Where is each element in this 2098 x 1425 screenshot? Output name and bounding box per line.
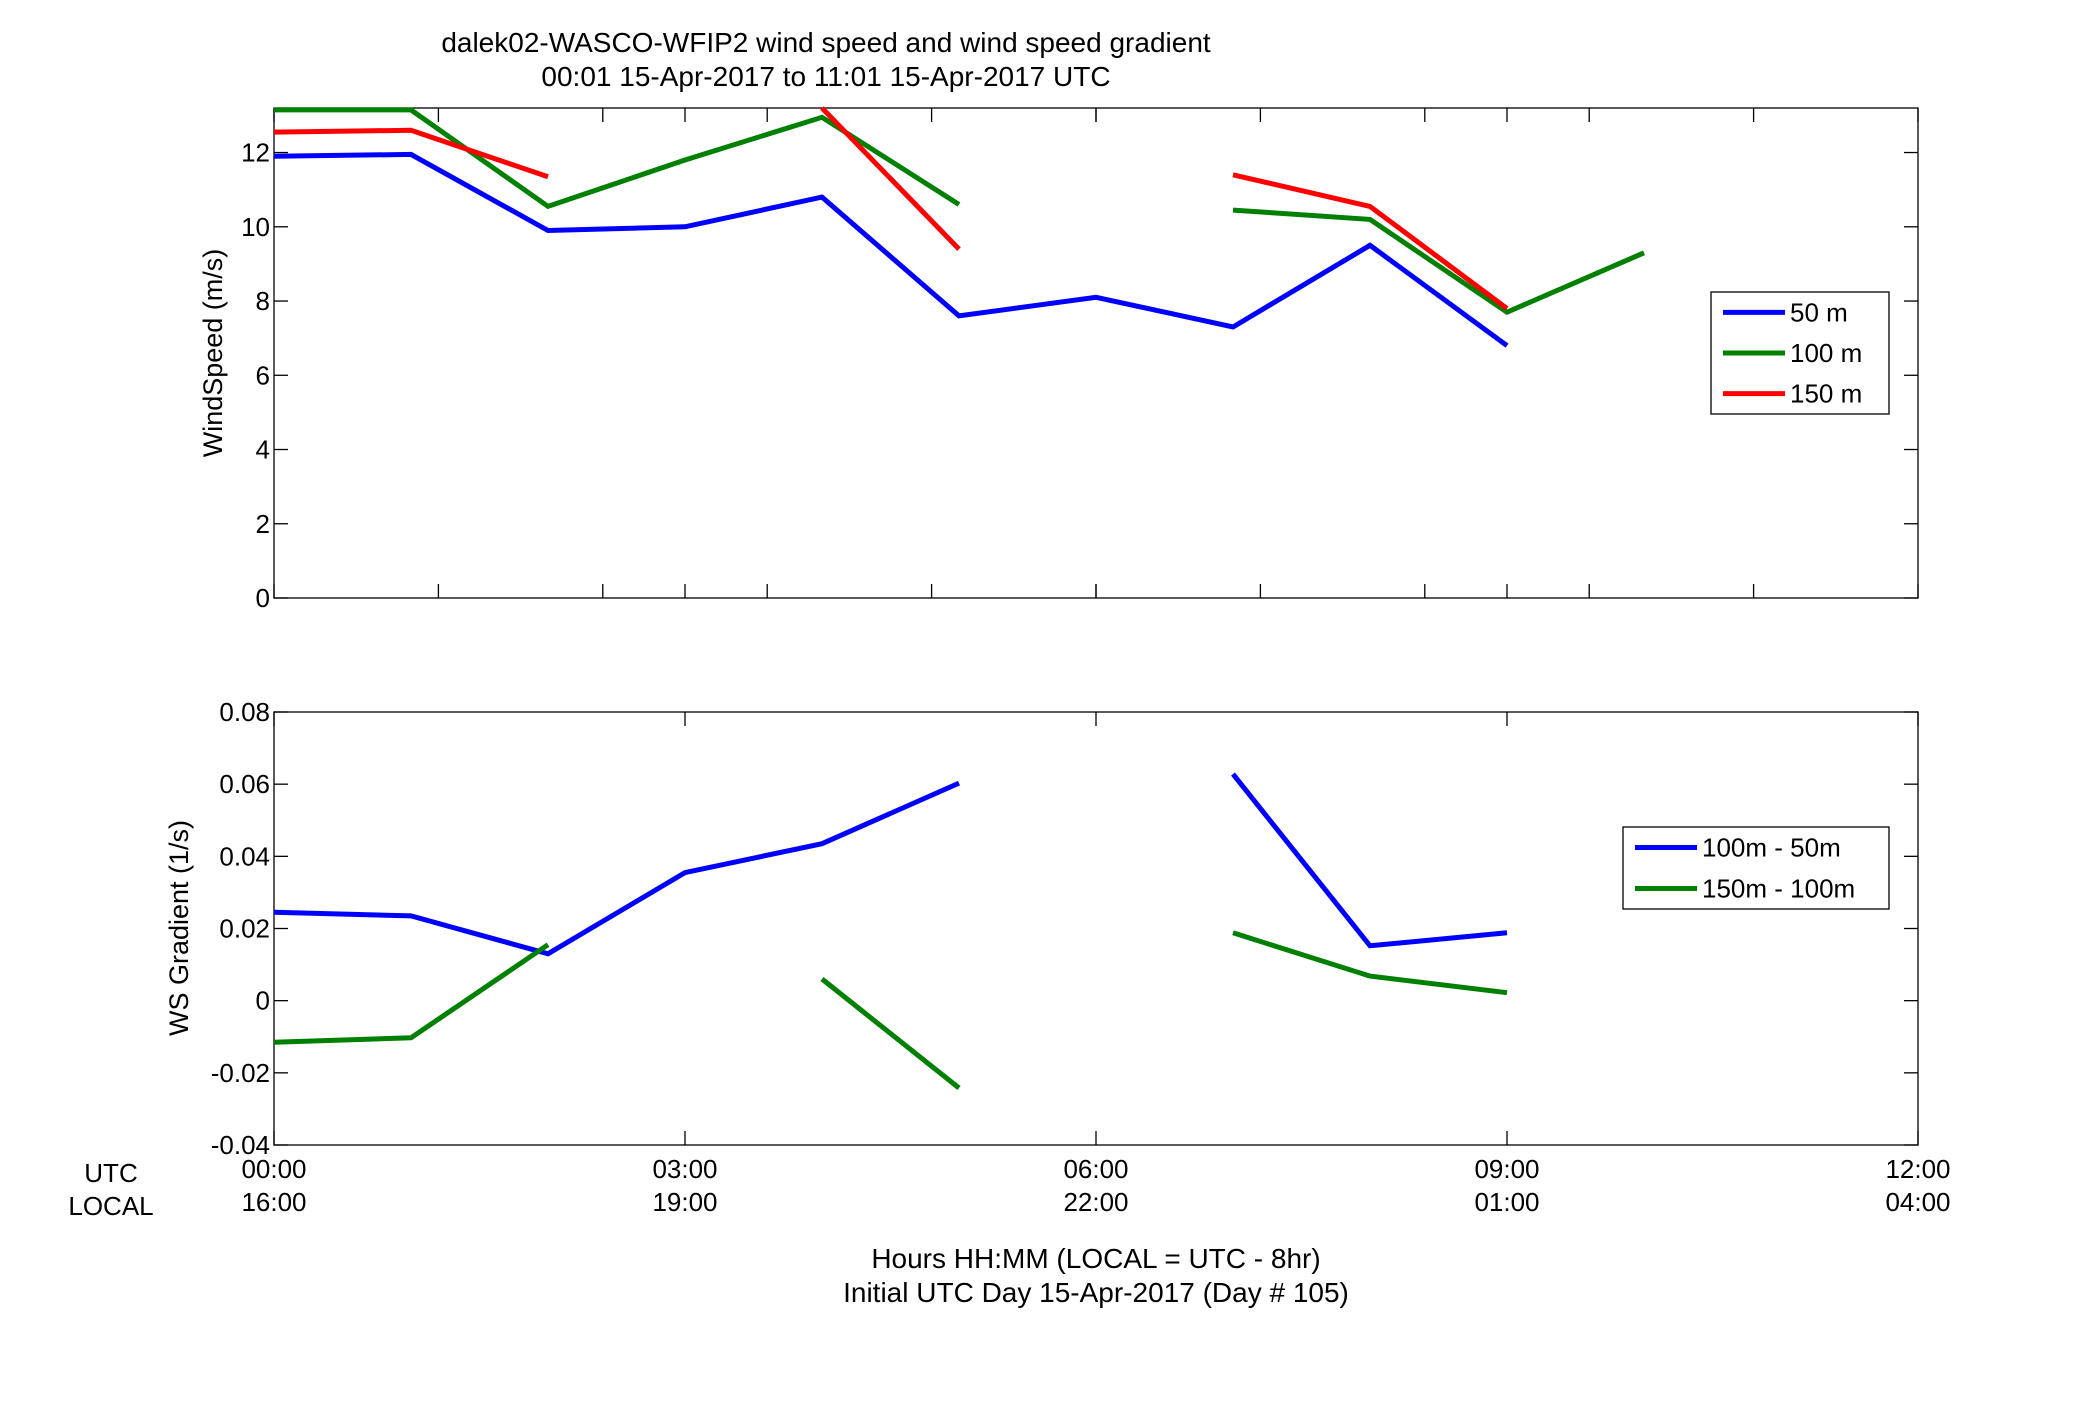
gradient-ylabel: WS Gradient (1/s) [164,820,194,1036]
windspeed-ticks: 0 2 4 6 8 10 12 [241,108,1919,613]
windspeed-legend-label: 100 m [1790,338,1862,368]
gradient-ytick-label: 0 [256,986,270,1016]
x-tick-label-local: 16:00 [241,1187,306,1217]
gradient-ytick-label: 0.02 [219,914,270,944]
windspeed-ytick-label: 0 [256,583,270,613]
figure-title-line1: dalek02-WASCO-WFIP2 wind speed and wind … [441,27,1211,58]
gradient-ytick-label: 0.08 [219,697,270,727]
gradient-plot: -0.04 -0.02 0 0.02 0.04 0.06 0.08 WS Gradient … [164,697,1919,1160]
windspeed-legend-label: 50 m [1790,297,1848,327]
windspeed-ytick-label: 4 [256,435,270,465]
windspeed-ylabel: WindSpeed (m/s) [198,249,228,458]
x-tick-label-local: 22:00 [1063,1187,1128,1217]
x-tick-label-utc: 00:00 [241,1154,306,1184]
windspeed-series-2-line [273,127,549,180]
gradient-ticks: -0.04 -0.02 0 0.02 0.04 0.06 0.08 [211,697,1919,1160]
windspeed-ytick-label: 10 [241,212,270,242]
x-tick-label-local: 01:00 [1474,1187,1539,1217]
windspeed-series-0-line [273,151,1509,348]
windspeed-plot: 0 2 4 6 8 10 12 WindSpeed (m/s) 50 m 100 m 150 m [198,106,1919,613]
windspeed-legend: 50 m 100 m 150 m [1710,291,1890,415]
windspeed-lines [273,106,1645,348]
gradient-ytick-label: -0.02 [211,1058,270,1088]
utc-row-label: UTC [84,1158,137,1188]
windspeed-ytick-label: 2 [256,509,270,539]
gradient-legend-label: 150m - 100m [1702,874,1855,904]
windspeed-series-1-line [274,107,961,210]
windspeed-series-1-line [1232,207,1645,316]
gradient-series-0-line [273,780,961,957]
windspeed-ytick-label: 12 [241,138,270,168]
gradient-ytick-label: 0.06 [219,769,270,799]
gradient-ytick-label: -0.04 [211,1130,270,1160]
gradient-lines [273,772,1508,1090]
gradient-legend-box [1622,826,1890,910]
windspeed-ytick-label: 6 [256,360,270,390]
windspeed-legend-label: 150 m [1790,379,1862,409]
figure-title-line2: 00:01 15-Apr-2017 to 11:01 15-Apr-2017 U… [541,61,1110,92]
gradient-series-0-line [1231,772,1508,949]
x-tick-label-utc: 03:00 [652,1154,717,1184]
gradient-axes-frame [273,711,1919,1146]
gradient-series-1-line [273,942,550,1045]
windspeed-axes-frame [273,107,1919,599]
gradient-series-1-line [1232,930,1508,996]
x-tick-label-utc: 09:00 [1474,1154,1539,1184]
x-axis-label-line2: Initial UTC Day 15-Apr-2017 (Day # 105) [843,1277,1349,1308]
x-tick-label-local: 19:00 [652,1187,717,1217]
windspeed-ytick-label: 8 [256,286,270,316]
x-tick-label-utc: 12:00 [1885,1154,1950,1184]
gradient-legend-label: 100m - 50m [1702,833,1841,863]
gradient-series-1-line [820,977,961,1090]
gradient-legend: 100m - 50m 150m - 100m [1622,826,1890,910]
gradient-ytick-label: 0.04 [219,841,270,871]
local-row-label: LOCAL [68,1191,153,1221]
windspeed-series-2-line [1232,172,1509,311]
windspeed-series-2-line [820,106,961,251]
x-axis-label-line1: Hours HH:MM (LOCAL = UTC - 8hr) [871,1243,1320,1274]
x-tick-label-utc: 06:00 [1063,1154,1128,1184]
x-tick-label-local: 04:00 [1885,1187,1950,1217]
